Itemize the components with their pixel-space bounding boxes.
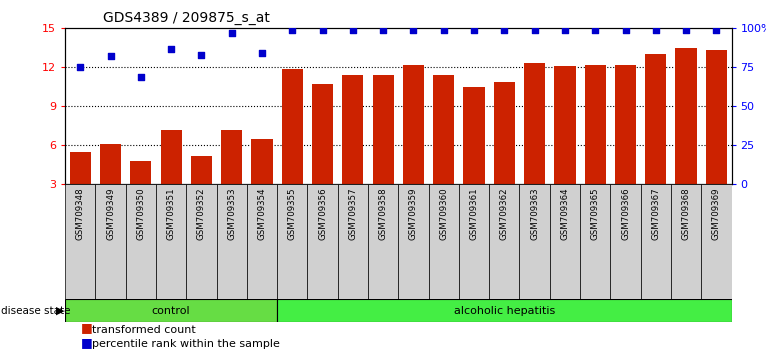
Bar [398, 184, 429, 299]
Point [165, 46, 177, 51]
Point [347, 27, 359, 33]
Text: GSM709349: GSM709349 [106, 188, 115, 240]
Text: GSM709365: GSM709365 [591, 188, 600, 240]
Bar [645, 54, 666, 184]
Point [589, 27, 601, 33]
Text: alcoholic hepatitis: alcoholic hepatitis [453, 306, 555, 316]
Bar [282, 69, 303, 184]
Bar [126, 184, 156, 299]
Bar [277, 184, 307, 299]
Bar [96, 184, 126, 299]
Point [225, 30, 237, 36]
Bar [580, 184, 611, 299]
Bar [217, 184, 247, 299]
Text: GSM709359: GSM709359 [409, 188, 418, 240]
Bar [251, 139, 273, 184]
Point [74, 64, 87, 70]
Point [710, 27, 722, 33]
Bar [186, 184, 217, 299]
Text: GSM709353: GSM709353 [228, 188, 236, 240]
Bar [403, 65, 424, 184]
Bar [130, 161, 152, 184]
Bar [463, 87, 485, 184]
Point [316, 27, 329, 33]
Bar [247, 184, 277, 299]
Bar [429, 184, 459, 299]
Point [650, 27, 662, 33]
Point [529, 27, 541, 33]
Text: GSM709369: GSM709369 [712, 188, 721, 240]
Text: GSM709354: GSM709354 [257, 188, 267, 240]
Bar [338, 184, 368, 299]
Text: GSM709351: GSM709351 [167, 188, 175, 240]
Text: GSM709362: GSM709362 [500, 188, 509, 240]
Point [286, 27, 299, 33]
Point [680, 27, 692, 33]
Point [104, 53, 116, 59]
Point [377, 27, 389, 33]
Text: GSM709348: GSM709348 [76, 188, 85, 240]
Bar [524, 63, 545, 184]
Text: ▶: ▶ [56, 306, 64, 316]
Bar [640, 184, 671, 299]
Bar [489, 184, 519, 299]
Text: GSM709352: GSM709352 [197, 188, 206, 240]
Bar [519, 184, 550, 299]
Bar [368, 184, 398, 299]
Bar [494, 81, 515, 184]
Point [468, 27, 480, 33]
Text: GSM709361: GSM709361 [470, 188, 479, 240]
Point [195, 52, 208, 58]
Point [620, 27, 632, 33]
Text: GDS4389 / 209875_s_at: GDS4389 / 209875_s_at [103, 11, 270, 25]
Point [558, 27, 571, 33]
Bar [671, 184, 701, 299]
Bar [611, 184, 640, 299]
Bar [307, 184, 338, 299]
Bar [156, 184, 186, 299]
Text: GSM709368: GSM709368 [682, 188, 691, 240]
Point [256, 50, 268, 56]
Text: ■: ■ [80, 336, 92, 349]
Bar [100, 144, 121, 184]
Bar [277, 299, 732, 322]
Bar [555, 66, 575, 184]
Bar [584, 65, 606, 184]
Text: GSM709363: GSM709363 [530, 188, 539, 240]
Text: ■: ■ [80, 321, 92, 335]
Text: GSM709355: GSM709355 [288, 188, 296, 240]
Bar [676, 48, 697, 184]
Bar [615, 65, 636, 184]
Bar [191, 155, 212, 184]
Bar [221, 130, 242, 184]
Text: GSM709356: GSM709356 [318, 188, 327, 240]
Text: control: control [152, 306, 191, 316]
Bar [701, 184, 732, 299]
Bar [705, 50, 727, 184]
Bar [65, 299, 277, 322]
Bar [70, 152, 91, 184]
Bar [65, 184, 96, 299]
Text: percentile rank within the sample: percentile rank within the sample [92, 339, 280, 349]
Text: GSM709358: GSM709358 [378, 188, 388, 240]
Text: GSM709357: GSM709357 [349, 188, 358, 240]
Bar [459, 184, 489, 299]
Text: GSM709350: GSM709350 [136, 188, 146, 240]
Bar [550, 184, 580, 299]
Text: transformed count: transformed count [92, 325, 195, 335]
Text: GSM709366: GSM709366 [621, 188, 630, 240]
Bar [161, 130, 182, 184]
Text: disease state: disease state [1, 306, 70, 316]
Text: GSM709364: GSM709364 [561, 188, 569, 240]
Bar [433, 75, 454, 184]
Bar [342, 75, 364, 184]
Point [437, 27, 450, 33]
Point [408, 27, 420, 33]
Text: GSM709360: GSM709360 [439, 188, 448, 240]
Bar [312, 84, 333, 184]
Point [135, 74, 147, 79]
Bar [372, 75, 394, 184]
Point [498, 27, 510, 33]
Text: GSM709367: GSM709367 [651, 188, 660, 240]
